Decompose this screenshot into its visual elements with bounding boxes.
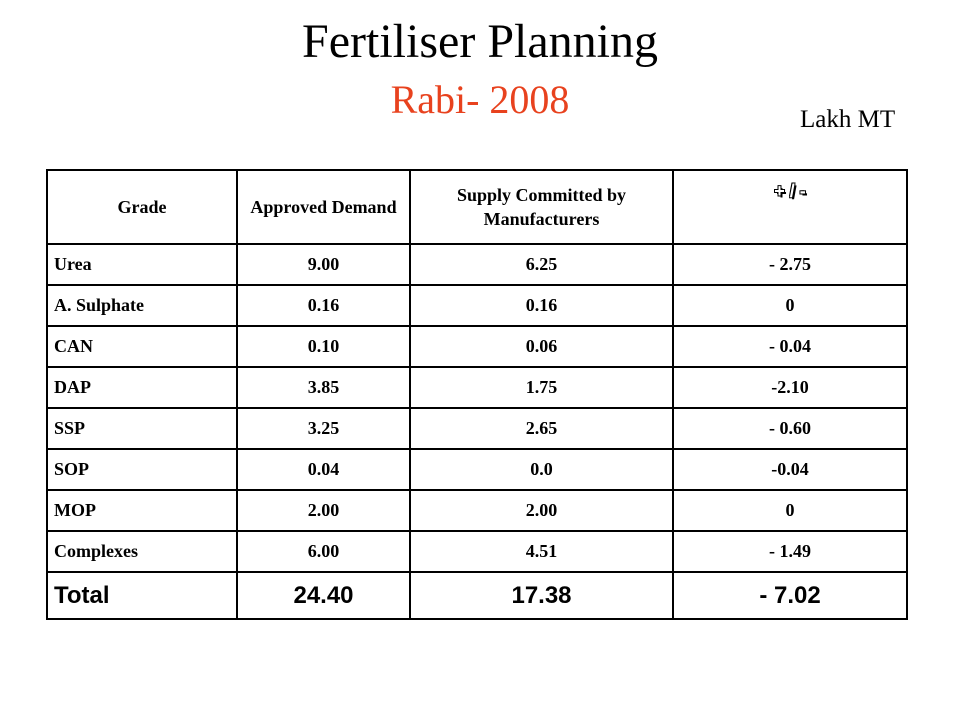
cell-total-diff: - 7.02: [672, 571, 908, 620]
cell-diff: 0: [672, 284, 908, 327]
header-supply-committed: Supply Committed by Manufacturers: [409, 169, 674, 245]
table-total-row: Total 24.40 17.38 - 7.02: [46, 571, 908, 620]
table-body: Urea 9.00 6.25 - 2.75 A. Sulphate 0.16 0…: [46, 243, 908, 620]
cell-supply: 2.65: [409, 407, 674, 450]
unit-label: Lakh MT: [800, 106, 896, 133]
cell-supply: 0.0: [409, 448, 674, 491]
cell-supply: 4.51: [409, 530, 674, 573]
cell-supply: 0.16: [409, 284, 674, 327]
table-row: SOP 0.04 0.0 -0.04: [46, 448, 908, 491]
table-row: SSP 3.25 2.65 - 0.60: [46, 407, 908, 450]
cell-diff: - 0.04: [672, 325, 908, 368]
cell-total-supply: 17.38: [409, 571, 674, 620]
table-row: A. Sulphate 0.16 0.16 0: [46, 284, 908, 327]
cell-grade: SOP: [46, 448, 238, 491]
cell-grade: MOP: [46, 489, 238, 532]
cell-supply: 0.06: [409, 325, 674, 368]
cell-diff: - 2.75: [672, 243, 908, 286]
table-row: Complexes 6.00 4.51 - 1.49: [46, 530, 908, 573]
table-row: Urea 9.00 6.25 - 2.75: [46, 243, 908, 286]
page-title: Fertiliser Planning: [302, 15, 658, 68]
cell-approved: 0.16: [236, 284, 411, 327]
cell-approved: 9.00: [236, 243, 411, 286]
cell-supply: 2.00: [409, 489, 674, 532]
cell-diff: -2.10: [672, 366, 908, 409]
page-subtitle: Rabi- 2008: [390, 77, 570, 122]
cell-diff: -0.04: [672, 448, 908, 491]
cell-diff: 0: [672, 489, 908, 532]
cell-grade: DAP: [46, 366, 238, 409]
fertiliser-table: Grade Approved Demand Supply Committed b…: [46, 169, 908, 620]
cell-diff: - 0.60: [672, 407, 908, 450]
cell-grade: CAN: [46, 325, 238, 368]
cell-approved: 3.25: [236, 407, 411, 450]
cell-supply: 6.25: [409, 243, 674, 286]
cell-approved: 3.85: [236, 366, 411, 409]
cell-grade: Complexes: [46, 530, 238, 573]
cell-approved: 0.10: [236, 325, 411, 368]
header-grade: Grade: [46, 169, 238, 245]
cell-grade: Urea: [46, 243, 238, 286]
cell-supply: 1.75: [409, 366, 674, 409]
cell-approved: 2.00: [236, 489, 411, 532]
cell-approved: 0.04: [236, 448, 411, 491]
header-approved-demand: Approved Demand: [236, 169, 411, 245]
table-row: CAN 0.10 0.06 - 0.04: [46, 325, 908, 368]
table-header-row: Grade Approved Demand Supply Committed b…: [46, 169, 908, 245]
cell-grade: SSP: [46, 407, 238, 450]
cell-approved: 6.00: [236, 530, 411, 573]
cell-total-label: Total: [46, 571, 238, 620]
header-difference: + / -: [672, 169, 908, 245]
table-row: DAP 3.85 1.75 -2.10: [46, 366, 908, 409]
cell-diff: - 1.49: [672, 530, 908, 573]
cell-total-approved: 24.40: [236, 571, 411, 620]
cell-grade: A. Sulphate: [46, 284, 238, 327]
table-row: MOP 2.00 2.00 0: [46, 489, 908, 532]
